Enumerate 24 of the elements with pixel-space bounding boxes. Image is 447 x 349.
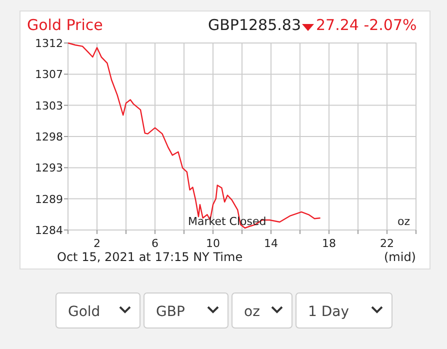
text: oz <box>244 304 260 320</box>
y-tick-label: 1284 <box>35 224 63 237</box>
y-tick-label: 1289 <box>35 192 63 206</box>
y-tick-label: 1298 <box>35 130 63 144</box>
text: (mid) <box>384 250 416 264</box>
x-tick-label: 14 <box>264 237 278 250</box>
y-tick-label: 1303 <box>35 99 63 112</box>
text: GBP <box>156 304 185 320</box>
text: Gold <box>68 304 100 320</box>
line-series <box>67 42 321 229</box>
x-tick-label: 10 <box>206 237 220 250</box>
annotation: oz <box>397 215 410 228</box>
chart-subtitle: GBP1285.83 <box>208 16 301 34</box>
y-tick-label: 1312 <box>35 37 63 50</box>
text: 27.24 -2.07% <box>316 16 417 34</box>
chart-title: Gold Price <box>27 16 103 34</box>
x-tick-label: 18 <box>322 237 336 250</box>
text: Oct 15, 2021 at 17:15 NY Time <box>57 250 243 264</box>
x-tick-label: 2 <box>94 237 100 250</box>
text: 1 Day <box>308 304 350 320</box>
y-tick-label: 1307 <box>35 68 63 82</box>
x-tick-label: 22 <box>380 237 394 250</box>
y-tick-label: 1293 <box>35 162 63 175</box>
x-tick-label: 6 <box>152 237 158 250</box>
